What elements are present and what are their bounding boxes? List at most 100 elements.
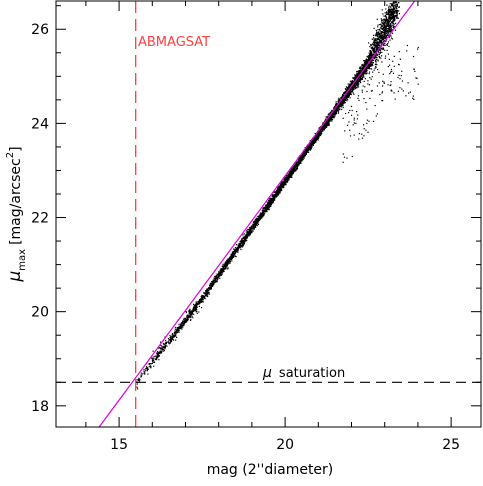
data-point	[388, 18, 390, 20]
data-point	[214, 281, 216, 284]
data-point	[356, 85, 358, 87]
data-point	[149, 365, 151, 367]
data-point	[202, 298, 204, 300]
data-point	[286, 176, 288, 178]
data-point	[387, 12, 389, 14]
data-point	[359, 71, 361, 73]
data-point	[269, 204, 271, 206]
data-point	[192, 309, 194, 311]
data-point	[263, 209, 266, 211]
data-point	[267, 203, 269, 205]
data-point	[383, 24, 385, 26]
data-point	[247, 233, 249, 235]
data-point	[382, 36, 384, 38]
data-point	[305, 153, 307, 155]
data-point	[248, 233, 250, 235]
data-point	[269, 207, 271, 209]
data-point	[384, 20, 386, 22]
data-point	[358, 83, 360, 85]
data-point	[351, 82, 353, 84]
data-point	[355, 77, 357, 79]
data-point	[357, 74, 360, 76]
data-point	[319, 132, 321, 134]
data-point	[333, 117, 335, 119]
data-point	[368, 42, 370, 44]
data-point	[299, 157, 301, 159]
data-point	[279, 184, 281, 187]
data-point	[379, 35, 381, 38]
data-point	[278, 185, 280, 188]
data-point	[330, 117, 333, 119]
data-point	[382, 40, 385, 42]
data-point	[379, 41, 381, 43]
data-point	[252, 230, 254, 232]
data-point	[235, 244, 238, 246]
data-point	[174, 334, 176, 336]
data-point	[181, 326, 183, 328]
data-point	[391, 29, 393, 31]
data-point	[188, 311, 190, 313]
data-point	[160, 347, 162, 349]
data-point	[346, 95, 349, 97]
data-point	[217, 278, 219, 280]
data-point	[260, 216, 262, 218]
data-point	[178, 328, 180, 330]
data-point	[357, 80, 359, 82]
data-point	[325, 125, 327, 127]
data-point	[283, 181, 285, 183]
data-point	[245, 240, 247, 242]
data-point	[383, 22, 386, 24]
data-point	[306, 146, 308, 148]
data-point	[178, 327, 180, 329]
data-point	[375, 57, 377, 59]
data-point	[332, 116, 335, 118]
data-point	[393, 14, 395, 16]
data-point	[283, 186, 285, 188]
data-point	[386, 18, 388, 20]
data-point	[353, 88, 355, 91]
data-point	[202, 301, 204, 303]
data-point	[150, 367, 152, 369]
data-point	[355, 81, 357, 83]
data-point	[389, 19, 391, 21]
data-point	[293, 170, 295, 172]
data-point	[375, 63, 377, 65]
data-point	[251, 230, 253, 233]
data-point	[363, 60, 365, 62]
data-point	[173, 334, 175, 336]
data-point	[382, 28, 384, 30]
data-point	[380, 27, 382, 29]
data-point	[325, 116, 327, 118]
data-point	[192, 307, 194, 310]
data-point	[277, 187, 279, 190]
data-point	[174, 330, 176, 332]
data-point	[294, 169, 296, 171]
data-point	[316, 137, 318, 139]
data-point	[380, 32, 382, 34]
data-point	[392, 0, 393, 1]
data-point	[198, 303, 200, 305]
data-point	[278, 190, 280, 192]
data-point	[383, 31, 385, 33]
data-point	[194, 309, 196, 311]
data-point	[357, 78, 359, 80]
data-point	[371, 46, 373, 48]
data-point	[371, 60, 373, 62]
data-point	[379, 38, 381, 40]
data-point	[344, 102, 346, 104]
data-point	[282, 182, 284, 184]
data-point	[390, 35, 392, 37]
data-point	[219, 277, 221, 279]
data-point	[376, 46, 378, 48]
data-point	[219, 271, 221, 273]
data-point	[200, 298, 202, 300]
data-point	[373, 40, 375, 42]
data-point	[298, 161, 300, 163]
data-point	[152, 358, 154, 360]
data-point	[339, 108, 341, 110]
data-point	[326, 122, 328, 124]
data-point	[238, 246, 240, 249]
data-point	[375, 59, 377, 61]
data-point	[320, 132, 322, 134]
data-point	[381, 20, 383, 22]
